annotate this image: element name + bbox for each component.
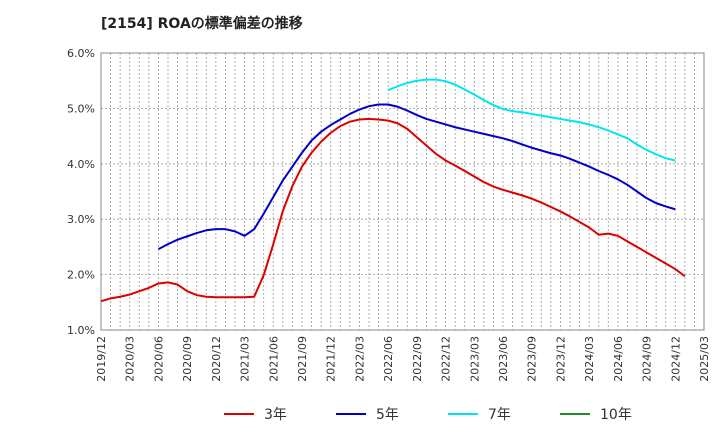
grid [101,53,704,330]
plot-frame [100,52,705,331]
x-tick-label: 2020/12 [210,336,223,382]
legend-label: 7年 [488,407,511,423]
x-tick-label: 2021/03 [239,336,252,382]
series-layer [100,78,686,303]
y-tick-label: 3.0% [67,213,95,226]
x-tick-label: 2024/03 [583,336,596,382]
x-tick-label: 2022/06 [382,336,395,382]
x-tick-label: 2022/09 [411,336,424,382]
x-tick-label: 2022/12 [440,336,453,382]
x-tick-label: 2021/06 [267,336,280,382]
y-tick-label: 4.0% [67,158,95,171]
x-tick-label: 2023/12 [554,336,567,382]
legend: 3年 5年 7年 10年 [224,407,632,423]
x-tick-label: 2023/06 [497,336,510,382]
chart-title: [2154] ROAの標準偏差の推移 [101,16,303,32]
x-tick-label: 2024/06 [612,336,625,382]
x-tick-label: 2020/06 [152,336,165,382]
y-tick-label: 2.0% [67,269,95,282]
legend-label: 5年 [376,407,399,423]
x-tick-label: 2023/03 [468,336,481,382]
legend-label: 3年 [264,407,287,423]
x-tick-label: 2019/12 [95,336,108,382]
series-line-5年 [157,103,676,251]
x-tick-label: 2020/03 [124,336,137,382]
y-tick-label: 6.0% [67,47,95,60]
x-tick-label: 2020/09 [181,336,194,382]
y-axis-ticks: 1.0% 2.0% 3.0% 4.0% 5.0% 6.0% [67,47,95,337]
legend-label: 10年 [600,407,632,423]
x-tick-label: 2022/03 [353,336,366,382]
y-tick-label: 5.0% [67,102,95,115]
x-tick-label: 2024/12 [669,336,682,382]
x-tick-label: 2021/09 [296,336,309,382]
x-tick-label: 2023/09 [526,336,539,382]
y-tick-label: 1.0% [67,324,95,337]
x-tick-label: 2025/03 [698,336,711,382]
x-tick-label: 2021/12 [325,336,338,382]
x-tick-label: 2024/09 [641,336,654,382]
series-line-3年 [100,117,686,303]
series-line-7年 [387,78,676,162]
x-axis-ticks: 2019/12 2020/03 2020/06 2020/09 2020/12 2021/… [95,336,711,382]
